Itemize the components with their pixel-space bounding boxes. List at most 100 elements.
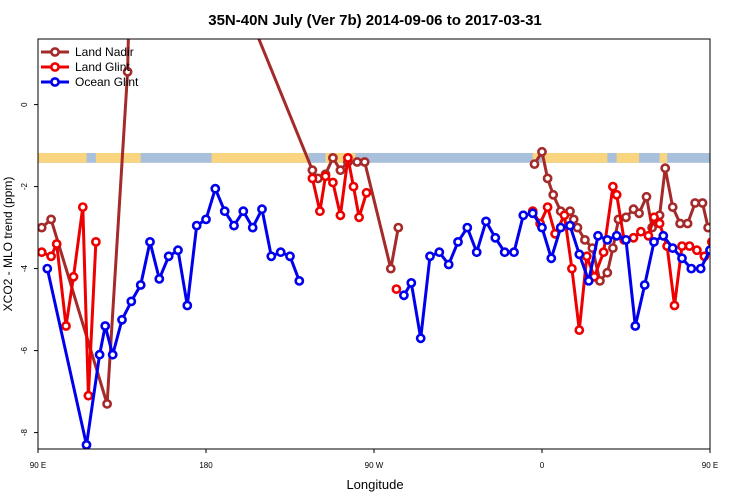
data-point — [38, 247, 47, 258]
y-tick-label: -4 — [20, 264, 29, 272]
data-point — [598, 247, 609, 258]
data-point — [677, 253, 687, 264]
data-point — [611, 189, 622, 200]
data-point — [61, 321, 71, 331]
data-point — [602, 234, 613, 245]
data-point — [559, 210, 570, 221]
data-point — [163, 251, 174, 262]
data-point — [91, 236, 101, 247]
data-point — [38, 222, 47, 233]
data-point — [555, 222, 566, 233]
data-point — [182, 300, 193, 311]
data-point — [398, 290, 409, 301]
data-point — [703, 222, 710, 233]
data-point — [546, 253, 557, 264]
data-point — [621, 212, 631, 223]
data-point — [352, 157, 363, 167]
y-tick-label: 0 — [20, 102, 29, 107]
land-mask-segment — [542, 152, 608, 163]
data-point — [707, 237, 710, 247]
data-point — [565, 220, 575, 231]
data-point — [499, 247, 510, 258]
data-point — [391, 284, 402, 294]
data-point — [247, 222, 258, 233]
data-point — [327, 152, 338, 163]
data-point — [51, 239, 62, 249]
data-point — [135, 280, 146, 290]
data-point — [583, 275, 594, 286]
legend-marker — [50, 77, 60, 87]
data-point — [191, 220, 202, 231]
data-point — [518, 210, 529, 221]
y-tick-label: -6 — [20, 346, 29, 354]
land-mask-segment — [38, 152, 87, 163]
data-point — [581, 251, 592, 262]
data-point — [630, 321, 641, 331]
data-point — [219, 206, 230, 217]
data-point — [342, 152, 353, 163]
data-point — [574, 249, 585, 260]
data-point — [667, 202, 678, 212]
data-point — [593, 230, 603, 241]
data-point — [611, 230, 622, 241]
data-point — [649, 236, 659, 247]
data-point — [716, 277, 723, 284]
data-point — [154, 273, 165, 284]
legend-label: Land Glint — [75, 60, 130, 74]
data-point — [669, 300, 680, 311]
data-point — [692, 245, 702, 256]
land-mask-segment — [532, 152, 539, 163]
data-point — [406, 277, 417, 288]
chart-title: 35N-40N July (Ver 7b) 2014-09-06 to 2017… — [208, 12, 542, 29]
data-point — [385, 263, 396, 274]
data-point — [675, 218, 685, 229]
data-point — [684, 241, 695, 251]
data-point — [122, 66, 133, 77]
data-point — [677, 241, 687, 251]
land-mask-segment — [95, 152, 141, 163]
data-point — [686, 263, 697, 274]
data-point — [201, 214, 211, 225]
data-point — [359, 157, 370, 167]
data-point — [634, 208, 644, 219]
data-point — [580, 234, 590, 245]
data-point — [660, 163, 671, 174]
data-point — [354, 212, 364, 223]
data-point — [102, 398, 112, 409]
data-point — [77, 202, 88, 212]
data-point — [542, 202, 553, 212]
data-point — [608, 181, 618, 192]
data-point — [567, 263, 577, 274]
legend-label: Land Nadir — [75, 45, 134, 59]
data-point — [712, 224, 719, 231]
y-tick-label: -8 — [20, 428, 29, 436]
data-point — [738, 322, 745, 329]
data-point — [608, 243, 618, 253]
data-point — [705, 245, 710, 256]
data-point — [126, 296, 137, 307]
data-point — [275, 247, 286, 258]
data-point — [46, 251, 56, 262]
data-point — [628, 232, 639, 243]
data-point — [100, 321, 111, 331]
ocean-mask-band — [38, 152, 710, 163]
data-point — [348, 181, 359, 192]
legend-item: Land Glint — [41, 60, 130, 74]
land-mask-segment — [659, 152, 668, 163]
data-point — [453, 236, 463, 247]
data-point — [294, 275, 305, 286]
data-point — [443, 259, 454, 270]
data-point — [68, 271, 79, 282]
series-ocean-glint — [42, 183, 710, 449]
data-point — [649, 212, 659, 223]
data-point — [81, 440, 92, 449]
data-point — [46, 214, 56, 225]
land-mask-segment — [616, 152, 640, 163]
data-point — [572, 222, 583, 233]
x-tick-label: 0 — [540, 461, 545, 470]
data-point — [393, 222, 404, 233]
land-mask-segment — [325, 152, 356, 163]
data-point — [602, 267, 613, 278]
